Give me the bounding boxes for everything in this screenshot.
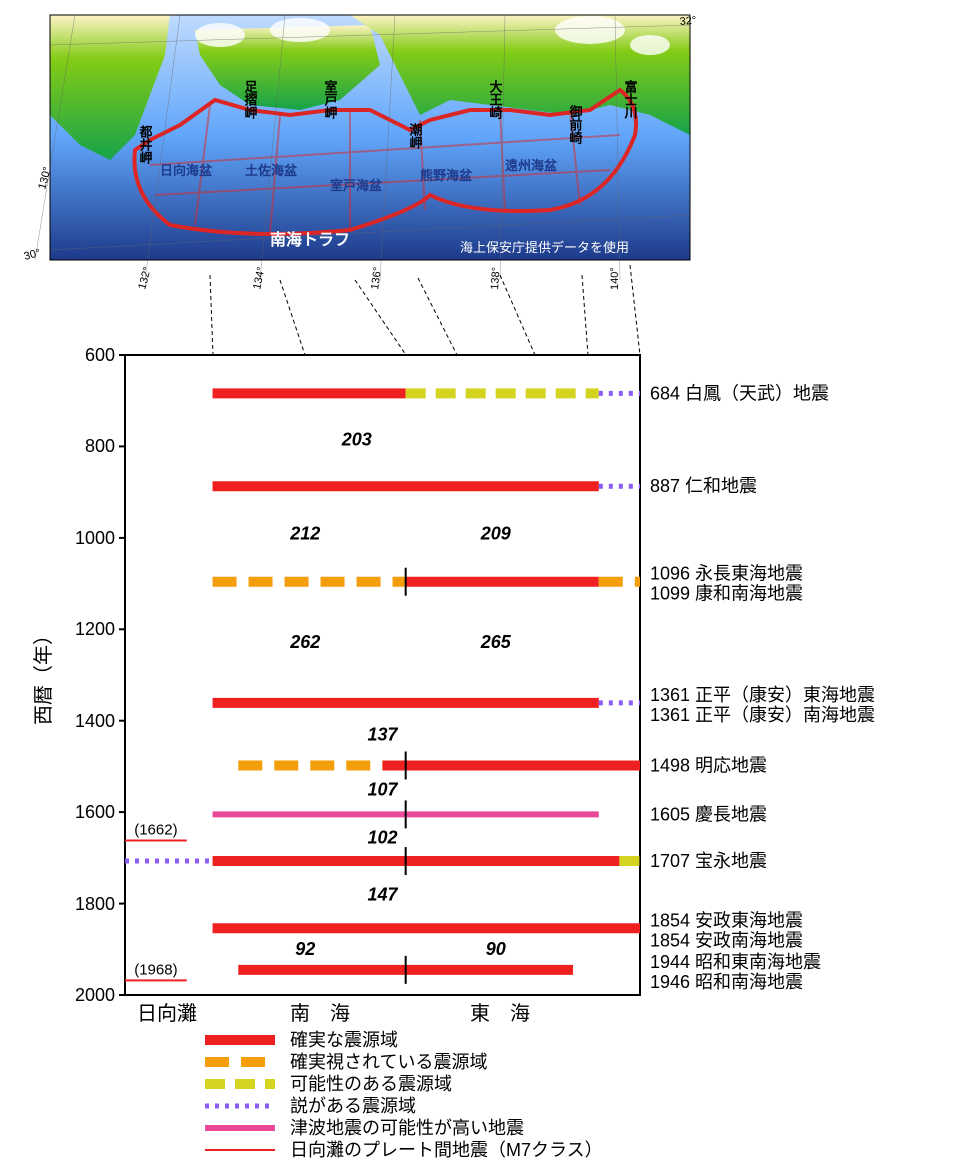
region-tokai: 東 海 — [470, 1002, 530, 1025]
svg-text:800: 800 — [85, 436, 115, 456]
region-hyuga: 日向灘 — [137, 1002, 197, 1025]
svg-text:1096 永長東海地震: 1096 永長東海地震 — [650, 564, 803, 584]
svg-text:1944 昭和東南海地震: 1944 昭和東南海地震 — [650, 952, 821, 972]
svg-text:212: 212 — [289, 524, 320, 544]
svg-text:137: 137 — [367, 724, 398, 744]
svg-text:1800: 1800 — [75, 894, 115, 914]
svg-text:1361 正平（康安）東海地震: 1361 正平（康安）東海地震 — [650, 685, 875, 705]
svg-text:1946 昭和南海地震: 1946 昭和南海地震 — [650, 972, 803, 992]
svg-text:887 仁和地震: 887 仁和地震 — [650, 476, 757, 496]
map-credit: 海上保安庁提供データを使用 — [460, 240, 629, 255]
svg-text:203: 203 — [341, 430, 372, 450]
svg-text:209: 209 — [480, 524, 511, 544]
svg-text:1400: 1400 — [75, 711, 115, 731]
svg-text:684 白鳳（天武）地震: 684 白鳳（天武）地震 — [650, 383, 829, 403]
label-muroto: 室戸岬 — [323, 79, 338, 120]
svg-text:1707 宝永地震: 1707 宝永地震 — [650, 851, 767, 871]
label-tosa-basin: 土佐海盆 — [245, 163, 298, 178]
svg-text:138°: 138° — [489, 267, 503, 291]
svg-text:1498 明応地震: 1498 明応地震 — [650, 756, 767, 776]
svg-text:134°: 134° — [251, 266, 267, 291]
svg-text:265: 265 — [480, 632, 512, 652]
svg-text:(1968): (1968) — [134, 961, 177, 978]
svg-text:説がある震源域: 説がある震源域 — [290, 1096, 416, 1116]
svg-text:1099 康和南海地震: 1099 康和南海地震 — [650, 584, 803, 604]
svg-text:1854 安政南海地震: 1854 安政南海地震 — [650, 930, 803, 950]
svg-text:1854 安政東海地震: 1854 安政東海地震 — [650, 910, 803, 930]
legend: 確実な震源域確実視されている震源域可能性のある震源域説がある震源域津波地震の可能… — [205, 1030, 603, 1160]
label-fujikawa: 富士川 — [623, 79, 639, 119]
interval-labels: 203 212 209 262 265 137 107 102 147 92 90 — [289, 430, 512, 959]
label-omaezaki: 御前崎 — [568, 104, 584, 145]
label-enshu-basin: 遠州海盆 — [505, 158, 558, 173]
y-axis-label: 西暦（年） — [32, 625, 55, 725]
svg-text:1000: 1000 — [75, 528, 115, 548]
label-shionomisaki: 潮岬 — [408, 122, 423, 150]
svg-text:90: 90 — [486, 939, 506, 959]
svg-text:140°: 140° — [609, 267, 621, 290]
svg-text:確実な震源域: 確実な震源域 — [290, 1030, 398, 1050]
label-daiozaki: 大王崎 — [488, 79, 503, 120]
trough-label: 南海トラフ — [270, 230, 350, 249]
svg-text:2000: 2000 — [75, 985, 115, 1005]
svg-text:102: 102 — [367, 828, 397, 848]
svg-text:92: 92 — [295, 939, 315, 959]
svg-text:(1662): (1662) — [134, 821, 177, 838]
svg-text:1605 慶長地震: 1605 慶長地震 — [650, 804, 767, 824]
region-labels: 日向灘 南 海 東 海 — [137, 1002, 530, 1025]
svg-text:30°: 30° — [23, 247, 42, 263]
label-kumano-basin: 熊野海盆 — [420, 168, 473, 183]
y-axis-ticks: 600 800 1000 1200 1400 1600 1800 2000 — [75, 345, 125, 1005]
timeline-chart: 600 800 1000 1200 1400 1600 1800 2000 西暦… — [32, 345, 640, 1025]
label-muroto-basin: 室戸海盆 — [330, 178, 383, 193]
svg-text:1200: 1200 — [75, 619, 115, 639]
svg-text:1361 正平（康安）南海地震: 1361 正平（康安）南海地震 — [650, 705, 875, 725]
connector-lines — [210, 265, 640, 355]
svg-text:136°: 136° — [369, 266, 384, 290]
svg-text:32°: 32° — [679, 15, 697, 28]
svg-text:確実視されている震源域: 確実視されている震源域 — [290, 1052, 487, 1072]
region-nankai: 南 海 — [290, 1002, 350, 1025]
svg-text:262: 262 — [289, 632, 320, 652]
svg-text:1600: 1600 — [75, 802, 115, 822]
svg-text:132°: 132° — [136, 266, 153, 291]
map-region: 都井岬 足摺岬 室戸岬 潮岬 大王崎 御前崎 富士川 日向海盆 土佐海盆 室戸海… — [23, 15, 697, 291]
svg-text:147: 147 — [367, 884, 398, 904]
svg-text:107: 107 — [367, 780, 398, 800]
svg-text:600: 600 — [85, 345, 115, 365]
svg-text:可能性のある震源域: 可能性のある震源域 — [290, 1074, 452, 1094]
svg-text:津波地震の可能性が高い地震: 津波地震の可能性が高い地震 — [290, 1118, 524, 1138]
label-toimisaki: 都井岬 — [138, 124, 154, 165]
label-ashizuri: 足摺岬 — [243, 80, 258, 120]
label-hyuga-basin: 日向海盆 — [160, 163, 213, 178]
svg-text:日向灘のプレート間地震（M7クラス）: 日向灘のプレート間地震（M7クラス） — [290, 1140, 603, 1160]
event-labels: 684 白鳳（天武）地震 887 仁和地震 1096 永長東海地震1099 康和南海… — [650, 383, 875, 991]
hyuga-events: (1662) (1968) — [125, 821, 187, 980]
